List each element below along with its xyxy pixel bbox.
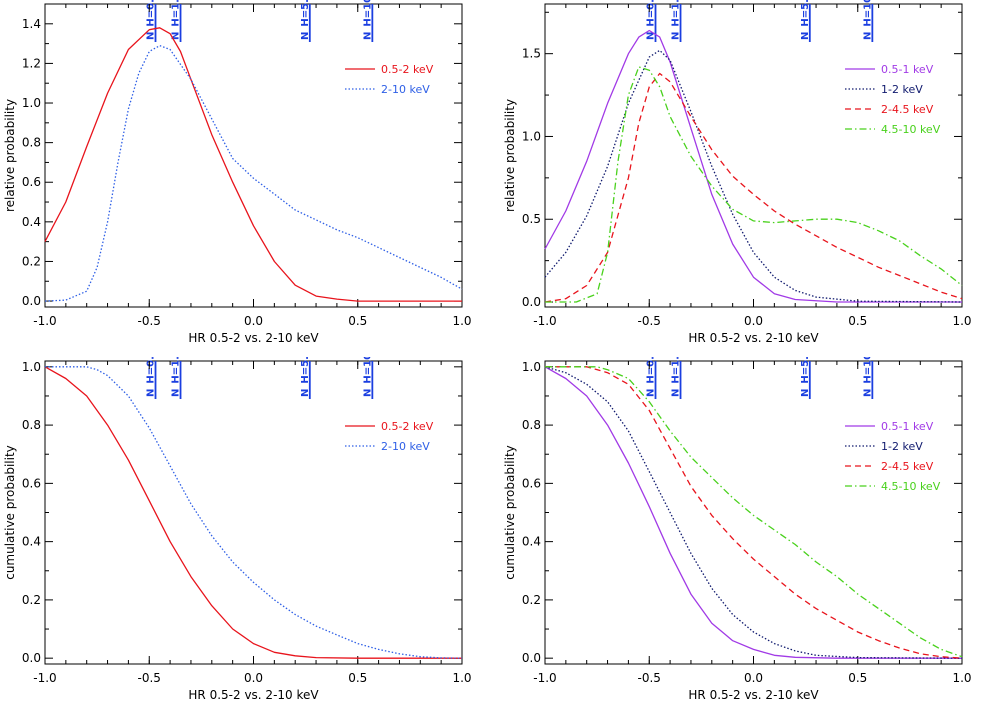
y-tick-label: 0.0 (522, 651, 541, 665)
legend-label: 2-10 keV (381, 440, 430, 453)
y-tick-label: 0.0 (22, 294, 41, 308)
legend-label: 0.5-2 keV (381, 63, 434, 76)
y-tick-label: 1.4 (22, 17, 41, 31)
x-tick-label: 0.0 (244, 671, 263, 685)
nh-marker-label: N_H=1.0 (171, 0, 182, 40)
x-tick-label: -0.5 (138, 314, 161, 328)
x-axis-label: HR 0.5-2 vs. 2-10 keV (688, 331, 819, 345)
nh-marker-label: N_H=0.4 (146, 357, 157, 397)
legend-label: 4.5-10 keV (881, 123, 941, 136)
series-line (545, 366, 963, 659)
y-tick-label: 1.0 (22, 96, 41, 110)
nh-marker-label: N_H=0.4 (646, 0, 657, 40)
series-line (44, 44, 463, 302)
y-axis-label: cumulative probability (503, 445, 517, 580)
y-axis-label: relative probability (3, 99, 17, 212)
series-line (44, 366, 462, 659)
series-line (544, 366, 962, 659)
series-line (544, 49, 963, 303)
nh-marker-label: N_H=10 (362, 0, 373, 40)
y-tick-label: 0.0 (22, 651, 41, 665)
nh-marker-label: N_H=5.0 (800, 357, 811, 397)
plot-frame (544, 3, 963, 308)
chart-panel-bottom-right: N_H=0.4 N_H=1.0 N_H=5.0 N_H=10 -1.0 -0.5 0.0 0.… (503, 357, 972, 702)
x-tick-label: -1.0 (33, 314, 56, 328)
y-axis-label: cumulative probability (3, 445, 17, 580)
nh-marker-label: N_H=5.0 (300, 0, 311, 40)
nh-marker-label: N_H=0.4 (646, 357, 657, 397)
x-tick-label: 0.5 (848, 671, 867, 685)
nh-marker-label: N_H=0.4 (146, 0, 157, 40)
chart-panel-bottom-left: N_H=0.4 N_H=1.0 N_H=5.0 N_H=10 -1.0 -0.5 0.0 0.… (3, 357, 472, 702)
legend-label: 1-2 keV (881, 440, 923, 453)
y-tick-label: 1.0 (22, 360, 41, 374)
x-tick-label: 0.5 (348, 671, 367, 685)
series-line (45, 366, 463, 659)
x-tick-label: -0.5 (638, 671, 661, 685)
x-tick-label: 0.5 (848, 314, 867, 328)
y-tick-label: 0.6 (22, 175, 41, 189)
y-tick-label: 1.2 (22, 56, 41, 70)
y-tick-label: 0.5 (522, 212, 541, 226)
y-tick-label: 0.8 (22, 418, 41, 432)
x-tick-label: -1.0 (533, 671, 556, 685)
legend-label: 2-4.5 keV (881, 103, 934, 116)
plot-frame (544, 360, 963, 665)
series-line (544, 366, 963, 659)
x-tick-label: 0.0 (744, 314, 763, 328)
series-line (44, 27, 462, 302)
y-tick-label: 0.8 (22, 136, 41, 150)
x-axis-label: HR 0.5-2 vs. 2-10 keV (688, 688, 819, 702)
legend-label: 2-10 keV (381, 83, 430, 96)
x-axis-label: HR 0.5-2 vs. 2-10 keV (188, 688, 319, 702)
nh-marker-label: N_H=10 (862, 0, 873, 40)
nh-marker-label: N_H=5.0 (800, 0, 811, 40)
y-tick-label: 0.4 (522, 535, 541, 549)
legend-label: 0.5-1 keV (881, 63, 934, 76)
y-axis-label: relative probability (503, 99, 517, 212)
nh-marker-label: N_H=5.0 (300, 357, 311, 397)
nh-marker-label: N_H=10 (862, 357, 873, 397)
x-tick-label: 1.0 (452, 671, 471, 685)
chart-panel-top-left: N_H=0.4 N_H=1.0 N_H=5.0 N_H=10 -1.0 -0.5 0.0 0.… (3, 0, 472, 345)
x-tick-label: -1.0 (533, 314, 556, 328)
nh-marker-label: N_H=1.0 (671, 0, 682, 40)
x-tick-label: -0.5 (638, 314, 661, 328)
x-tick-label: -1.0 (33, 671, 56, 685)
y-tick-label: 0.2 (22, 593, 41, 607)
y-tick-label: 0.8 (522, 418, 541, 432)
nh-marker-label: N_H=1.0 (671, 357, 682, 397)
y-tick-label: 0.4 (22, 215, 41, 229)
series-line (545, 66, 963, 303)
x-tick-label: 0.0 (744, 671, 763, 685)
nh-marker-label: N_H=1.0 (171, 357, 182, 397)
plot-frame (44, 3, 463, 308)
y-tick-label: 0.4 (22, 535, 41, 549)
legend-label: 0.5-1 keV (881, 420, 934, 433)
x-tick-label: 1.0 (952, 314, 971, 328)
x-tick-label: 0.0 (244, 314, 263, 328)
y-tick-label: 0.6 (22, 476, 41, 490)
x-tick-label: 0.5 (348, 314, 367, 328)
nh-marker-label: N_H=10 (362, 357, 373, 397)
x-axis-label: HR 0.5-2 vs. 2-10 keV (188, 331, 319, 345)
y-tick-label: 0.6 (522, 476, 541, 490)
y-tick-label: 1.0 (522, 360, 541, 374)
y-tick-label: 0.2 (522, 593, 541, 607)
x-tick-label: -0.5 (138, 671, 161, 685)
y-tick-label: 0.0 (522, 295, 541, 309)
y-tick-label: 0.2 (22, 254, 41, 268)
legend-label: 2-4.5 keV (881, 460, 934, 473)
y-tick-label: 1.0 (522, 129, 541, 143)
plot-frame (44, 360, 463, 665)
y-tick-label: 1.5 (522, 47, 541, 61)
x-tick-label: 1.0 (452, 314, 471, 328)
x-tick-label: 1.0 (952, 671, 971, 685)
legend-label: 4.5-10 keV (881, 480, 941, 493)
legend-label: 1-2 keV (881, 83, 923, 96)
series-line (545, 366, 963, 658)
legend-label: 0.5-2 keV (381, 420, 434, 433)
chart-panel-top-right: N_H=0.4 N_H=1.0 N_H=5.0 N_H=10 -1.0 -0.5 0.0 0.… (503, 0, 972, 345)
